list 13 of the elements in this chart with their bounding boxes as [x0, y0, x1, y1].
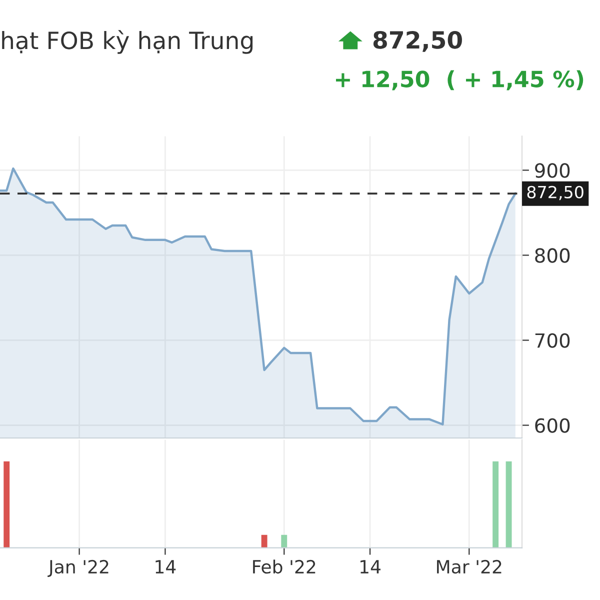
text: 872,50: [373, 30, 462, 52]
x-tick-label: 14: [156, 560, 176, 574]
x-tick-label: Feb '22: [253, 560, 316, 574]
y-tick-label: 800: [535, 248, 570, 263]
y-tick-label: 900: [535, 163, 570, 178]
chart-title: hạt FOB kỳ hạn Trung: [2, 30, 253, 54]
x-tick-label: Jan '22: [48, 560, 108, 577]
text: + 12,50 ( + 1,45 %): [336, 70, 584, 90]
ref-line-label: 872,50: [527, 186, 584, 200]
y-tick-label: 600: [535, 418, 570, 433]
x-tick-label: Mar '22: [437, 560, 502, 574]
x-tick-label: 14: [360, 560, 380, 574]
y-tick-label: 700: [535, 333, 570, 348]
